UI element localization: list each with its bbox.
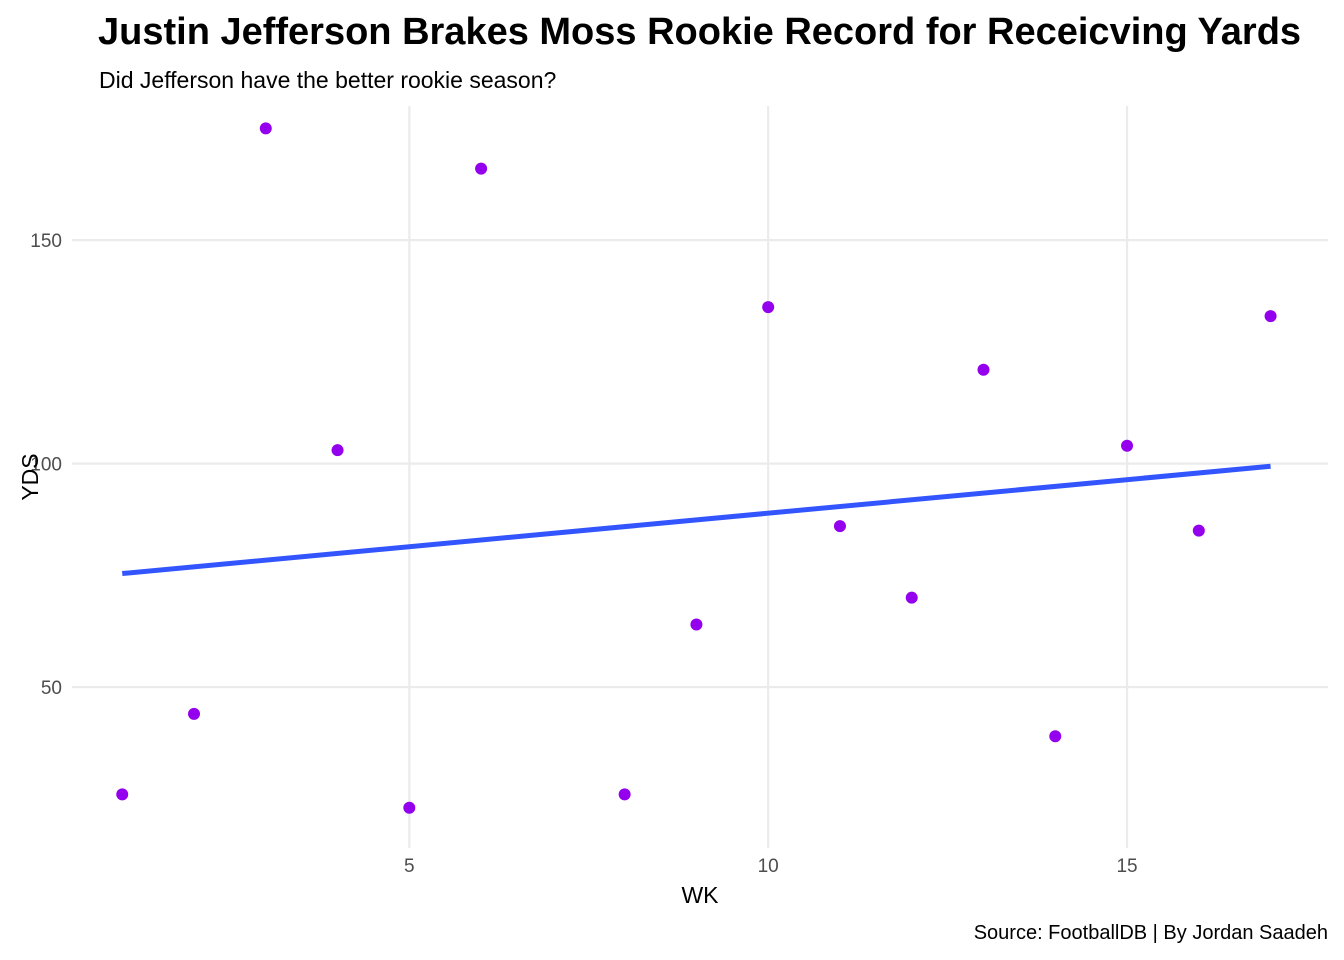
data-point [905, 591, 918, 604]
x-tick-label: 15 [1116, 856, 1137, 877]
chart-caption: Source: FootballDB | By Jordan Saadeh [973, 922, 1328, 944]
data-point [762, 301, 775, 314]
tick-labels: 50 100 150 5 10 15 [30, 231, 1137, 877]
x-tick-label: 5 [404, 856, 415, 877]
data-point [690, 618, 703, 631]
data-point [188, 707, 201, 720]
data-point [259, 122, 272, 135]
data-point [475, 162, 488, 175]
data-point [1121, 439, 1134, 452]
y-axis-title: YDS [17, 453, 43, 500]
y-tick-label: 100 [30, 455, 62, 476]
trend-line [122, 463, 1271, 577]
trend-line-group [122, 463, 1271, 577]
data-point [1049, 730, 1062, 743]
x-tick-label: 10 [758, 856, 779, 877]
data-point [403, 801, 416, 814]
chart-title: Justin Jefferson Brakes Moss Rookie Reco… [98, 11, 1302, 53]
data-point [618, 788, 631, 801]
data-point [833, 520, 846, 533]
chart-subtitle: Did Jefferson have the better rookie sea… [99, 67, 557, 93]
x-axis-title: WK [681, 882, 719, 908]
data-point [977, 363, 990, 376]
data-point [116, 788, 129, 801]
y-tick-label: 50 [41, 678, 62, 699]
data-point [1192, 524, 1205, 537]
grid-lines [72, 106, 1328, 848]
data-point [1264, 310, 1277, 323]
y-tick-label: 150 [30, 231, 62, 252]
data-points [116, 122, 1277, 814]
data-point [331, 444, 344, 457]
